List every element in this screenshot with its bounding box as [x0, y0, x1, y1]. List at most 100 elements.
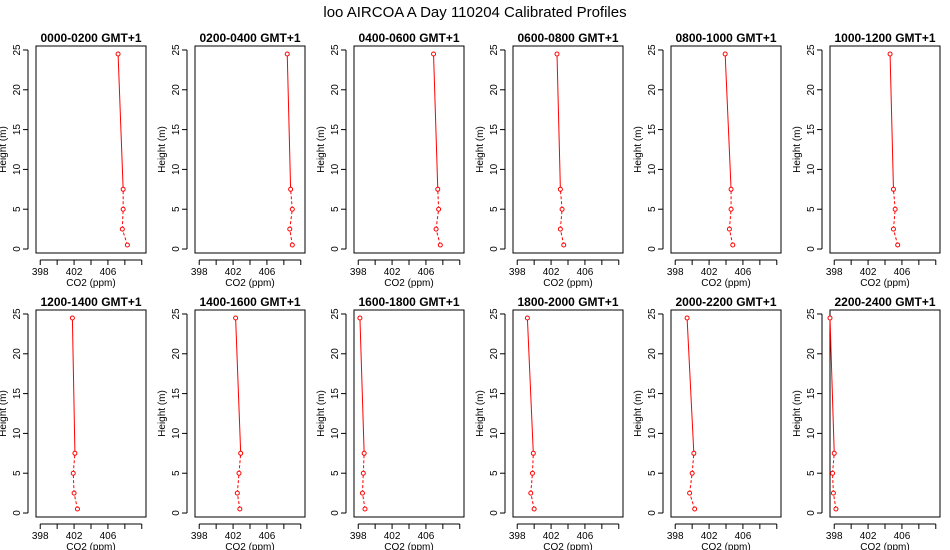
y-tick-label: 10	[647, 427, 658, 439]
profile-segment	[433, 53, 439, 190]
data-point	[692, 506, 698, 512]
plot-frame	[35, 45, 147, 254]
data-point	[71, 490, 77, 496]
plot-frame	[670, 309, 782, 518]
profile-segment	[117, 53, 124, 190]
y-tick-label: 20	[806, 348, 817, 360]
x-tick-label: 402	[66, 531, 83, 542]
data-point	[827, 315, 833, 321]
plot-frame	[512, 45, 624, 254]
plot-frame	[829, 45, 941, 254]
y-tick-label: 15	[647, 388, 658, 400]
y-axis-label: Height (m)	[157, 390, 168, 437]
data-point	[287, 226, 293, 232]
y-axis-label: Height (m)	[633, 126, 644, 173]
profile-panel: 0400-0600 GMT+1 0 5 10 15 20 25 Height (m) 398 40…	[316, 31, 465, 289]
y-tick-label: 15	[330, 388, 341, 400]
plot-frame	[670, 45, 782, 254]
panel-title: 0400-0600 GMT+1	[358, 31, 459, 45]
x-axis-label: CO2 (ppm)	[543, 542, 592, 550]
y-tick-label: 0	[806, 246, 817, 252]
y-tick-label: 10	[330, 427, 341, 439]
x-tick-label: 398	[350, 267, 367, 278]
y-tick-label: 20	[647, 84, 658, 96]
y-tick-label: 20	[489, 84, 500, 96]
profile-panels: 0000-0200 GMT+1 0 5 10 15 20 25 Height (m) 398 40…	[0, 31, 941, 550]
profile-segment	[832, 493, 837, 510]
profile-segment	[290, 189, 293, 210]
y-tick-label: 5	[806, 470, 817, 476]
data-point	[120, 186, 126, 192]
y-axis-label: Height (m)	[0, 126, 9, 173]
x-tick-label: 406	[894, 267, 911, 278]
figure-title: loo AIRCOA A Day 110204 Calibrated Profi…	[323, 4, 626, 21]
y-tick-label: 0	[12, 510, 23, 516]
y-tick-label: 5	[330, 470, 341, 476]
data-point	[236, 470, 242, 476]
x-tick-label: 406	[577, 267, 594, 278]
data-point	[895, 242, 901, 248]
y-tick-label: 25	[330, 308, 341, 320]
y-tick-label: 10	[806, 427, 817, 439]
profile-panel: 2000-2200 GMT+1 0 5 10 15 20 25 Height (m) 398 40…	[633, 295, 782, 550]
profile-segment	[559, 209, 563, 230]
profile-panel: 1800-2000 GMT+1 0 5 10 15 20 25 Height (m) 398 40…	[475, 295, 624, 550]
y-axis-label: Height (m)	[316, 390, 327, 437]
x-tick-label: 402	[701, 531, 718, 542]
data-point	[289, 242, 295, 248]
y-tick-label: 25	[330, 44, 341, 56]
y-tick-label: 25	[806, 44, 817, 56]
data-point	[361, 450, 367, 456]
y-axis-label: Height (m)	[475, 390, 486, 437]
plot-frame	[35, 309, 147, 518]
panel-title: 1600-1800 GMT+1	[358, 295, 459, 309]
profile-segment	[889, 53, 894, 190]
x-axis-label: CO2 (ppm)	[701, 278, 750, 289]
profile-segment	[73, 493, 78, 510]
x-tick-label: 406	[418, 531, 435, 542]
data-point	[360, 470, 366, 476]
y-tick-label: 15	[647, 124, 658, 136]
y-tick-label: 25	[12, 308, 23, 320]
data-point	[528, 490, 534, 496]
panel-title: 1400-1600 GMT+1	[199, 295, 300, 309]
profile-panel: 0200-0400 GMT+1 0 5 10 15 20 25 Height (m) 398 40…	[157, 31, 306, 289]
y-tick-label: 20	[171, 348, 182, 360]
y-tick-label: 0	[647, 510, 658, 516]
data-point	[557, 226, 563, 232]
profile-segment	[362, 453, 365, 474]
x-tick-label: 398	[191, 531, 208, 542]
data-point	[120, 206, 126, 212]
data-point	[559, 206, 565, 212]
x-axis-label: CO2 (ppm)	[66, 542, 115, 550]
data-point	[234, 490, 240, 496]
x-tick-label: 398	[667, 531, 684, 542]
data-point	[119, 226, 125, 232]
y-tick-label: 5	[12, 206, 23, 212]
y-tick-label: 5	[489, 470, 500, 476]
y-tick-label: 15	[330, 124, 341, 136]
y-axis-label: Height (m)	[792, 390, 803, 437]
data-point	[530, 450, 536, 456]
data-point	[115, 51, 121, 57]
profile-segment	[236, 473, 240, 494]
y-tick-label: 10	[806, 163, 817, 175]
y-tick-label: 15	[806, 124, 817, 136]
profile-segment	[832, 453, 835, 474]
data-point	[561, 242, 567, 248]
y-tick-label: 5	[12, 470, 23, 476]
data-point	[284, 51, 290, 57]
data-point	[730, 242, 736, 248]
data-point	[890, 226, 896, 232]
x-axis-label: CO2 (ppm)	[225, 278, 274, 289]
panel-title: 1000-1200 GMT+1	[834, 31, 935, 45]
plot-frame	[353, 309, 465, 518]
panel-title: 0800-1000 GMT+1	[675, 31, 776, 45]
profile-segment	[531, 453, 534, 474]
x-tick-label: 398	[350, 531, 367, 542]
y-tick-label: 5	[171, 470, 182, 476]
data-point	[69, 315, 75, 321]
x-axis-label: CO2 (ppm)	[860, 542, 909, 550]
data-point	[237, 506, 243, 512]
y-tick-label: 0	[12, 246, 23, 252]
